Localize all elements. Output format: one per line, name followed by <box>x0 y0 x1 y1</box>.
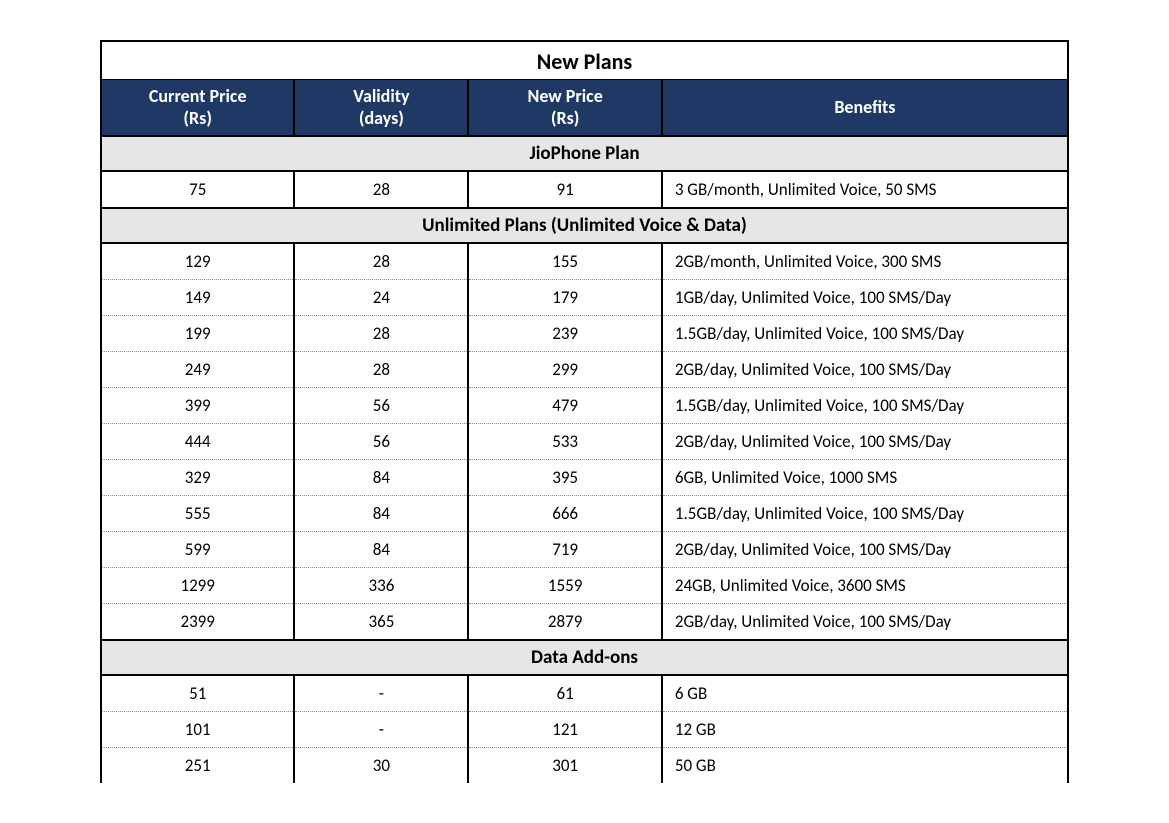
table-row: 329843956GB, Unlimited Voice, 1000 SMS <box>101 460 1068 496</box>
column-header: Benefits <box>662 80 1068 137</box>
plans-table: New PlansCurrent Price(Rs)Validity(days)… <box>100 40 1069 783</box>
section-header-row: Unlimited Plans (Unlimited Voice & Data) <box>101 208 1068 243</box>
cell-new-price: 479 <box>468 388 661 424</box>
cell-benefits: 2GB/day, Unlimited Voice, 100 SMS/Day <box>662 352 1068 388</box>
cell-benefits: 24GB, Unlimited Voice, 3600 SMS <box>662 568 1068 604</box>
table-row: 555846661.5GB/day, Unlimited Voice, 100 … <box>101 496 1068 532</box>
cell-new-price: 719 <box>468 532 661 568</box>
column-header-line1: Current Price <box>149 85 247 107</box>
section-header-row: JioPhone Plan <box>101 136 1068 171</box>
cell-validity: 28 <box>294 171 468 208</box>
cell-validity: 84 <box>294 496 468 532</box>
cell-validity: 84 <box>294 532 468 568</box>
cell-new-price: 239 <box>468 316 661 352</box>
cell-current-price: 444 <box>101 424 294 460</box>
cell-validity: 84 <box>294 460 468 496</box>
column-header-row: Current Price(Rs)Validity(days)New Price… <box>101 80 1068 137</box>
cell-validity: 56 <box>294 424 468 460</box>
cell-validity: 28 <box>294 352 468 388</box>
cell-validity: 336 <box>294 568 468 604</box>
cell-validity: - <box>294 712 468 748</box>
column-header-line1: New Price <box>527 85 602 107</box>
column-header-line2: (days) <box>359 107 404 129</box>
column-header-line1: Benefits <box>834 96 895 118</box>
cell-current-price: 149 <box>101 280 294 316</box>
column-header-line2: (Rs) <box>551 107 580 129</box>
cell-validity: 56 <box>294 388 468 424</box>
table-title: New Plans <box>101 41 1068 80</box>
section-title: Data Add-ons <box>101 640 1068 675</box>
section-header-row: Data Add-ons <box>101 640 1068 675</box>
table-row: 199282391.5GB/day, Unlimited Voice, 100 … <box>101 316 1068 352</box>
column-header: Validity(days) <box>294 80 468 137</box>
cell-benefits: 50 GB <box>662 748 1068 784</box>
section-title: Unlimited Plans (Unlimited Voice & Data) <box>101 208 1068 243</box>
cell-benefits: 2GB/day, Unlimited Voice, 100 SMS/Day <box>662 424 1068 460</box>
table-row: 399564791.5GB/day, Unlimited Voice, 100 … <box>101 388 1068 424</box>
cell-current-price: 199 <box>101 316 294 352</box>
cell-benefits: 1.5GB/day, Unlimited Voice, 100 SMS/Day <box>662 388 1068 424</box>
cell-new-price: 533 <box>468 424 661 460</box>
table-row: 444565332GB/day, Unlimited Voice, 100 SM… <box>101 424 1068 460</box>
cell-validity: - <box>294 675 468 712</box>
cell-current-price: 129 <box>101 243 294 280</box>
cell-current-price: 1299 <box>101 568 294 604</box>
cell-current-price: 599 <box>101 532 294 568</box>
cell-benefits: 2GB/month, Unlimited Voice, 300 SMS <box>662 243 1068 280</box>
cell-new-price: 2879 <box>468 604 661 641</box>
cell-validity: 30 <box>294 748 468 784</box>
cell-new-price: 301 <box>468 748 661 784</box>
column-header-line2: (Rs) <box>183 107 212 129</box>
cell-current-price: 329 <box>101 460 294 496</box>
cell-validity: 24 <box>294 280 468 316</box>
cell-new-price: 395 <box>468 460 661 496</box>
cell-current-price: 75 <box>101 171 294 208</box>
cell-benefits: 6 GB <box>662 675 1068 712</box>
cell-current-price: 399 <box>101 388 294 424</box>
table-row: 239936528792GB/day, Unlimited Voice, 100… <box>101 604 1068 641</box>
table-row: 101-12112 GB <box>101 712 1068 748</box>
cell-current-price: 251 <box>101 748 294 784</box>
table-row: 129281552GB/month, Unlimited Voice, 300 … <box>101 243 1068 280</box>
column-header: New Price(Rs) <box>468 80 661 137</box>
cell-benefits: 3 GB/month, Unlimited Voice, 50 SMS <box>662 171 1068 208</box>
table-row: 249282992GB/day, Unlimited Voice, 100 SM… <box>101 352 1068 388</box>
cell-new-price: 179 <box>468 280 661 316</box>
table-row: 1299336155924GB, Unlimited Voice, 3600 S… <box>101 568 1068 604</box>
column-header-line1: Validity <box>353 85 409 107</box>
cell-new-price: 1559 <box>468 568 661 604</box>
cell-benefits: 12 GB <box>662 712 1068 748</box>
cell-current-price: 101 <box>101 712 294 748</box>
cell-validity: 365 <box>294 604 468 641</box>
cell-current-price: 555 <box>101 496 294 532</box>
cell-current-price: 249 <box>101 352 294 388</box>
cell-benefits: 2GB/day, Unlimited Voice, 100 SMS/Day <box>662 532 1068 568</box>
cell-benefits: 1.5GB/day, Unlimited Voice, 100 SMS/Day <box>662 316 1068 352</box>
table-row: 149241791GB/day, Unlimited Voice, 100 SM… <box>101 280 1068 316</box>
column-header: Current Price(Rs) <box>101 80 294 137</box>
table-row: 599847192GB/day, Unlimited Voice, 100 SM… <box>101 532 1068 568</box>
cell-new-price: 61 <box>468 675 661 712</box>
table-title-row: New Plans <box>101 41 1068 80</box>
cell-validity: 28 <box>294 316 468 352</box>
cell-new-price: 91 <box>468 171 661 208</box>
cell-benefits: 6GB, Unlimited Voice, 1000 SMS <box>662 460 1068 496</box>
table-row: 2513030150 GB <box>101 748 1068 784</box>
cell-benefits: 1GB/day, Unlimited Voice, 100 SMS/Day <box>662 280 1068 316</box>
cell-new-price: 666 <box>468 496 661 532</box>
cell-benefits: 2GB/day, Unlimited Voice, 100 SMS/Day <box>662 604 1068 641</box>
cell-current-price: 2399 <box>101 604 294 641</box>
cell-benefits: 1.5GB/day, Unlimited Voice, 100 SMS/Day <box>662 496 1068 532</box>
section-title: JioPhone Plan <box>101 136 1068 171</box>
cell-current-price: 51 <box>101 675 294 712</box>
cell-new-price: 121 <box>468 712 661 748</box>
table-row: 51-616 GB <box>101 675 1068 712</box>
cell-new-price: 299 <box>468 352 661 388</box>
cell-validity: 28 <box>294 243 468 280</box>
table-row: 7528913 GB/month, Unlimited Voice, 50 SM… <box>101 171 1068 208</box>
cell-new-price: 155 <box>468 243 661 280</box>
